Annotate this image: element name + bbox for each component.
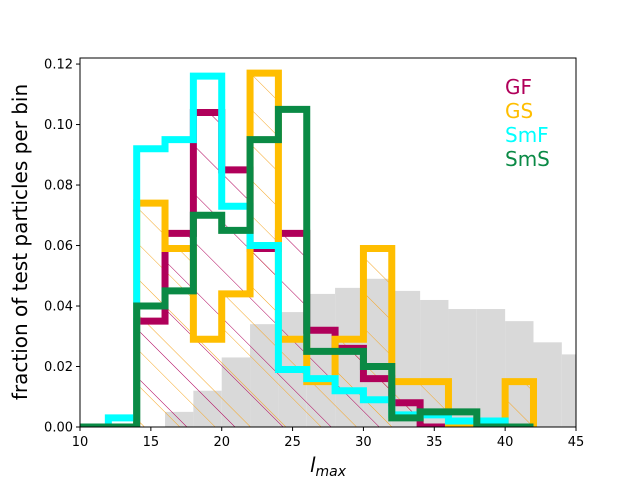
plot-area: [80, 69, 576, 427]
plot-frame: [79, 57, 577, 428]
series-layer: [80, 69, 537, 427]
y-tick-label: 0.08: [44, 179, 73, 194]
y-tick-label: 0.02: [44, 360, 73, 375]
background-bar: [476, 309, 506, 427]
background-bar: [561, 354, 576, 427]
x-tick-label: 45: [568, 435, 585, 450]
x-axis-title-main: l: [310, 453, 316, 477]
y-tick-label: 0.00: [44, 421, 73, 436]
x-axis-title-subscript: max: [316, 464, 347, 480]
x-tick-label: 15: [143, 435, 160, 450]
y-tick-label: 0.06: [44, 239, 73, 254]
legend-entry-gf: GF: [505, 75, 532, 99]
x-axis-title: lmax: [310, 453, 347, 480]
legend-entry-smf: SmF: [505, 123, 549, 147]
x-tick-label: 25: [284, 435, 301, 450]
x-axis: 10 15 20 25 30 35 40 45: [72, 427, 585, 450]
x-tick-label: 40: [497, 435, 514, 450]
y-tick-label: 0.04: [44, 300, 73, 315]
legend-entry-sms: SmS: [505, 147, 550, 171]
legend-entry-gs: GS: [505, 99, 533, 123]
y-axis-title: fraction of test particles per bin: [8, 84, 32, 400]
y-axis: 0.00 0.02 0.04 0.06 0.08 0.10 0.12: [44, 58, 80, 436]
series-sms-outline: [80, 105, 534, 427]
x-tick-label: 30: [355, 435, 372, 450]
y-tick-label: 0.12: [44, 58, 73, 73]
series-smf-outline: [80, 72, 534, 427]
y-tick-label: 0.10: [44, 118, 73, 133]
background-bar: [448, 309, 477, 427]
series-gs-outline: [80, 69, 537, 427]
background-bar: [533, 342, 562, 427]
x-tick-label: 20: [213, 435, 230, 450]
x-tick-label: 10: [72, 435, 89, 450]
x-tick-label: 35: [426, 435, 443, 450]
